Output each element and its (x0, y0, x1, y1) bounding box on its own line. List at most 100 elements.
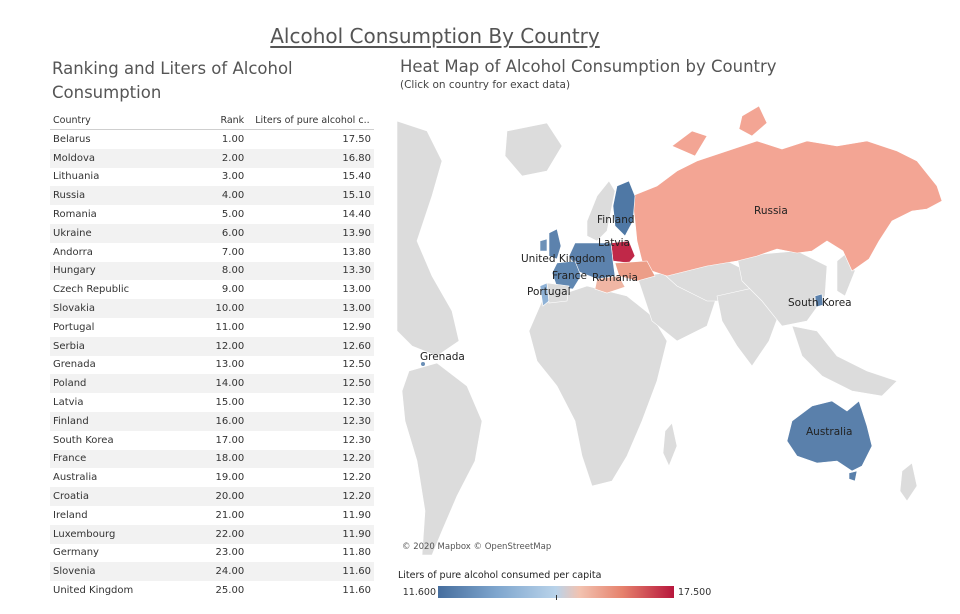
cell-liters: 12.30 (247, 411, 374, 431)
cell-liters: 11.90 (342, 509, 371, 521)
cell-rank: 18.00 (197, 449, 248, 469)
cell-country: Slovakia (50, 299, 198, 318)
table-row[interactable]: Slovakia 10.00 13.00 (50, 299, 374, 318)
cell-rank: 16.00 (197, 411, 248, 431)
cell-rank: 12.00 (197, 336, 248, 356)
cell-rank: 21.00 (215, 509, 245, 521)
table-row[interactable]: Portugal 11.00 12.90 (50, 318, 374, 337)
table-row[interactable]: Romania 5.00 14.40 (50, 205, 374, 224)
cell-liters: 12.30 (342, 397, 371, 409)
cell-rank: 23.00 (215, 547, 245, 559)
table-row[interactable]: Moldova 2.00 16.80 (50, 148, 374, 168)
cell-rank: 22.00 (197, 524, 248, 544)
cell-rank: 2.00 (197, 148, 248, 168)
new-zealand-shape (899, 462, 918, 502)
cell-liters: 11.60 (247, 562, 374, 582)
cell-rank: 19.00 (215, 472, 245, 484)
legend-midpoint-tick (556, 595, 557, 600)
cell-liters: 12.20 (247, 487, 374, 506)
table-row[interactable]: Russia 4.00 15.10 (50, 186, 374, 206)
table-row[interactable]: Ireland 21.00 11.90 (50, 506, 374, 525)
cell-liters: 12.60 (247, 336, 374, 356)
spain-shape (546, 282, 570, 304)
map-label-france: France (552, 270, 587, 282)
cell-rank: 11.00 (215, 321, 245, 333)
country-finland[interactable] (612, 180, 636, 237)
table-row[interactable]: France 18.00 12.20 (50, 449, 374, 469)
legend-color-bar (438, 586, 674, 598)
cell-country: Hungary (50, 261, 198, 281)
table-row[interactable]: Andorra 7.00 13.80 (50, 243, 374, 262)
ranking-table: Country Rank Liters of pure alcohol c.. … (50, 111, 374, 600)
cell-liters: 13.90 (247, 223, 374, 243)
table-row[interactable]: Ukraine 6.00 13.90 (50, 223, 374, 243)
column-header-liters[interactable]: Liters of pure alcohol c.. (247, 111, 374, 130)
table-row[interactable]: Latvia 15.00 12.30 (50, 393, 374, 412)
table-row[interactable]: Germany 23.00 11.80 (50, 544, 374, 563)
table-row[interactable]: Lithuania 3.00 15.40 (50, 168, 374, 187)
column-header-rank[interactable]: Rank (197, 111, 248, 130)
world-map-svg[interactable]: Russia Finland Latvia United Kingdom Fra… (397, 101, 960, 555)
cell-rank: 25.00 (215, 585, 245, 597)
country-ireland[interactable] (539, 238, 548, 252)
cell-country: Ukraine (50, 223, 198, 243)
legend-min-value: 11.600 (402, 587, 436, 598)
table-row[interactable]: Slovenia 24.00 11.60 (50, 562, 374, 582)
table-row[interactable]: Australia 19.00 12.20 (50, 468, 374, 487)
country-grenada[interactable] (421, 362, 425, 366)
country-australia[interactable] (786, 400, 873, 472)
cell-liters: 17.50 (342, 133, 371, 145)
cell-liters: 12.50 (247, 374, 374, 394)
country-united-kingdom[interactable] (548, 228, 562, 260)
table-row[interactable]: Hungary 8.00 13.30 (50, 261, 374, 281)
country-ukraine[interactable] (614, 260, 656, 282)
table-row[interactable]: Serbia 12.00 12.60 (50, 336, 374, 356)
cell-rank: 4.00 (197, 186, 248, 206)
table-row[interactable]: Poland 14.00 12.50 (50, 374, 374, 394)
map-label-finland: Finland (597, 214, 635, 226)
country-france[interactable] (551, 260, 582, 290)
cell-country: Australia (53, 472, 98, 484)
cell-liters: 15.40 (342, 171, 371, 183)
table-row[interactable]: Finland 16.00 12.30 (50, 411, 374, 431)
table-row[interactable]: Belarus 1.00 17.50 (50, 130, 374, 149)
cell-liters: 12.20 (247, 449, 374, 469)
cell-country: South Korea (53, 434, 114, 446)
cell-country: Russia (50, 186, 198, 206)
country-south-korea[interactable] (814, 293, 824, 308)
cell-liters: 12.20 (342, 472, 371, 484)
cell-rank: 17.00 (215, 434, 245, 446)
map-attribution[interactable]: © 2020 Mapbox © OpenStreetMap (402, 542, 552, 552)
table-row[interactable]: United Kingdom 25.00 11.60 (50, 581, 374, 600)
table-row[interactable]: Luxembourg 22.00 11.90 (50, 524, 374, 544)
cell-country: Andorra (53, 246, 93, 258)
scandinavia-shape (586, 180, 616, 242)
cell-liters: 13.00 (247, 299, 374, 318)
cell-country: Moldova (50, 148, 198, 168)
country-russia[interactable] (631, 140, 943, 277)
cell-country: Luxembourg (50, 524, 198, 544)
cell-country: Poland (50, 374, 198, 394)
cell-rank: 20.00 (197, 487, 248, 506)
map-label-australia: Australia (806, 426, 852, 438)
cell-rank: 14.00 (197, 374, 248, 394)
cell-liters: 12.90 (342, 321, 371, 333)
cell-rank: 10.00 (197, 299, 248, 318)
country-romania[interactable] (594, 275, 626, 294)
table-row[interactable]: South Korea 17.00 12.30 (50, 431, 374, 450)
world-map[interactable]: Russia Finland Latvia United Kingdom Fra… (397, 101, 960, 555)
cell-country: Ireland (53, 509, 88, 521)
cell-rank: 15.00 (215, 397, 245, 409)
table-body: Belarus 1.00 17.50 Moldova 2.00 16.80 Lithuani… (50, 130, 374, 600)
east-asia-shape (736, 250, 828, 327)
table-row[interactable]: Grenada 13.00 12.50 (50, 356, 374, 375)
cell-country: Lithuania (53, 171, 100, 183)
cell-rank: 9.00 (221, 284, 245, 296)
cell-rank: 3.00 (221, 171, 245, 183)
column-header-country[interactable]: Country (50, 111, 198, 130)
table-row[interactable]: Czech Republic 9.00 13.00 (50, 280, 374, 299)
legend-title: Liters of pure alcohol consumed per capi… (398, 570, 602, 581)
map-label-united-kingdom: United Kingdom (521, 253, 605, 265)
table-row[interactable]: Croatia 20.00 12.20 (50, 487, 374, 506)
map-label-grenada: Grenada (420, 351, 465, 363)
